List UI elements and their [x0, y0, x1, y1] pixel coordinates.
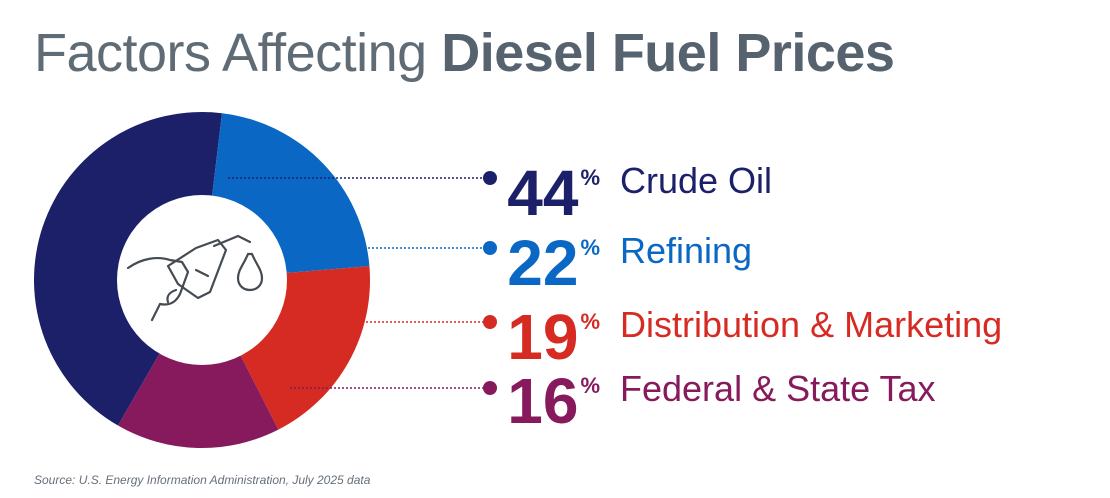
legend-label: Distribution & Marketing [620, 304, 1003, 345]
legend-value: 44% [507, 157, 600, 229]
legend-value: 16% [507, 365, 600, 437]
legend-label: Refining [620, 230, 753, 271]
legend-value: 22% [507, 227, 600, 299]
leader-dot [483, 315, 497, 329]
source-note: Source: U.S. Energy Information Administ… [34, 473, 371, 487]
donut-hole [117, 195, 287, 365]
title-bold: Diesel Fuel Prices [441, 23, 895, 83]
legend-label: Federal & State Tax [620, 368, 936, 409]
leader-dot [483, 171, 497, 185]
leader-dot [483, 241, 497, 255]
leader-dot [483, 381, 497, 395]
page-title: Factors Affecting Diesel Fuel Prices [34, 22, 895, 84]
title-light: Factors Affecting [34, 23, 427, 83]
legend-value: 19% [507, 301, 600, 373]
fuel-nozzle-icon [126, 234, 264, 322]
legend-label: Crude Oil [620, 160, 773, 201]
